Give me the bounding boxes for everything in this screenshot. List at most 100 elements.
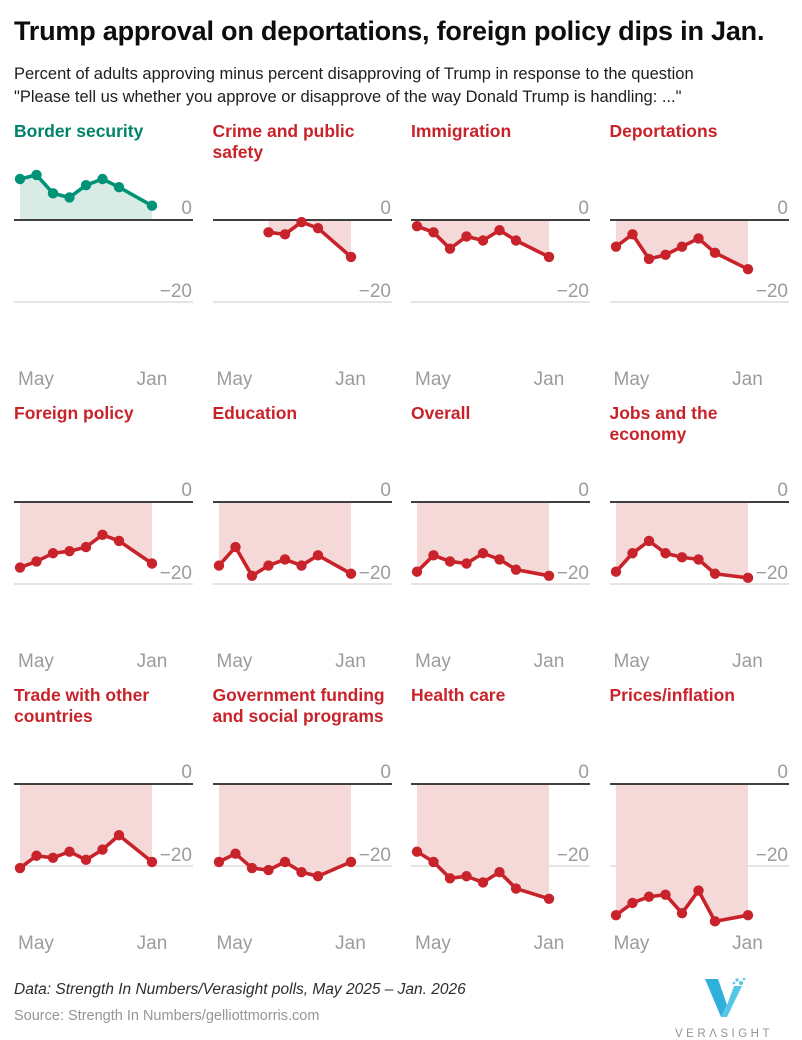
data-point (97, 529, 108, 540)
area-fill (20, 174, 152, 220)
data-point (543, 893, 555, 904)
data-point (345, 251, 356, 263)
data-point (742, 264, 753, 275)
x-label-jan: Jan (335, 651, 366, 672)
chart-panel: Immigration 0 −20 May Jan (411, 119, 596, 395)
area-fill (20, 784, 152, 869)
x-axis-labels: May Jan (610, 647, 795, 677)
data-point (246, 570, 257, 581)
chart-panel-title: Jobs and the economy (609, 403, 718, 444)
data-point (31, 556, 42, 567)
data-point (742, 910, 753, 921)
data-point (676, 907, 687, 919)
data-point (31, 169, 42, 181)
data-point (312, 223, 323, 234)
chart-panel-title: Trade with other countries (14, 685, 150, 726)
chart-panel: Education 0 −20 May Jan (212, 401, 398, 677)
data-point (64, 546, 75, 557)
x-label-jan: Jan (533, 933, 565, 954)
data-point (279, 229, 290, 240)
y-label-minus20: −20 (358, 281, 390, 302)
y-label-zero: 0 (777, 198, 788, 219)
chart-panel: Jobs and the economy 0 −20 May Jan (609, 401, 795, 677)
chart-panel: Government funding and social programs 0 −… (212, 683, 398, 959)
data-point (31, 850, 42, 861)
y-label-zero: 0 (578, 198, 589, 219)
chart-plot: 0 −20 (609, 198, 789, 303)
data-point (461, 871, 472, 882)
chart-panel-title: Overall (411, 403, 471, 423)
data-point (80, 854, 92, 866)
chart-panel-title: Crime and public safety (212, 121, 355, 162)
data-point (345, 856, 356, 868)
x-label-jan: Jan (533, 369, 565, 390)
data-point (146, 558, 158, 569)
data-point (510, 564, 522, 575)
area-fill (218, 784, 351, 877)
data-point (510, 235, 522, 246)
chart-panel-title: Health care (411, 685, 506, 705)
y-label-minus20: −20 (755, 845, 787, 866)
data-point (146, 856, 158, 868)
data-point (477, 548, 489, 559)
data-point (80, 541, 92, 553)
data-point (659, 249, 671, 261)
area-fill (615, 784, 748, 922)
data-point (146, 200, 158, 211)
source-credit: Source: Strength In Numbers/gelliottmorr… (14, 1008, 320, 1024)
verasight-logo-text: VERΛSIGHT (675, 1028, 773, 1040)
subtitle-line-2: "Please tell us whether you approve or d… (14, 88, 682, 106)
x-axis-labels: May Jan (610, 929, 795, 959)
data-point (461, 558, 472, 569)
x-axis-labels: May Jan (411, 365, 596, 395)
y-label-minus20: −20 (557, 563, 589, 584)
data-point (543, 251, 555, 263)
x-axis-labels: May Jan (14, 929, 199, 959)
y-label-zero: 0 (380, 762, 391, 783)
data-point (97, 844, 108, 855)
data-point (213, 560, 224, 571)
chart-panel-title: Government funding and social programs (212, 685, 385, 726)
x-axis-labels: May Jan (213, 365, 398, 395)
data-point (709, 568, 720, 579)
x-label-jan: Jan (335, 933, 366, 954)
data-point (411, 566, 423, 577)
x-label-jan: Jan (732, 651, 763, 672)
data-point (246, 862, 257, 874)
page: Trump approval on deportations, foreign … (14, 16, 795, 959)
data-point (444, 556, 456, 567)
footer: Data: Strength In Numbers/Verasight poll… (0, 959, 802, 1040)
x-label-may: May (216, 933, 253, 954)
x-label-jan: Jan (136, 369, 168, 390)
data-point (477, 877, 489, 888)
area-fill (417, 784, 549, 899)
chart-plot: 0 −20 (212, 198, 392, 303)
y-label-zero: 0 (777, 480, 788, 501)
data-point (295, 216, 307, 228)
data-point (47, 188, 59, 199)
data-point (510, 883, 522, 894)
chart-panel: Deportations 0 −20 May Jan (609, 119, 795, 395)
chart-panel: Overall 0 −20 May Jan (411, 401, 596, 677)
verasight-v-icon (705, 977, 746, 1017)
data-point (47, 548, 59, 559)
data-point (626, 897, 638, 909)
data-point (229, 848, 241, 859)
data-point (659, 889, 671, 900)
x-axis-labels: May Jan (213, 647, 398, 677)
data-point (444, 243, 456, 254)
data-point (312, 550, 323, 561)
subtitle-line-1: Percent of adults approving minus percen… (14, 65, 694, 83)
data-point (692, 885, 704, 896)
data-point (626, 229, 638, 240)
data-point (279, 856, 290, 868)
x-label-jan: Jan (136, 651, 168, 672)
data-point (113, 182, 125, 193)
data-point (461, 231, 472, 242)
data-point (64, 846, 75, 857)
data-point (610, 566, 621, 577)
data-point (428, 550, 439, 561)
x-label-may: May (216, 369, 253, 390)
chart-plot: 0 −20 (411, 480, 590, 585)
data-point (312, 871, 323, 882)
